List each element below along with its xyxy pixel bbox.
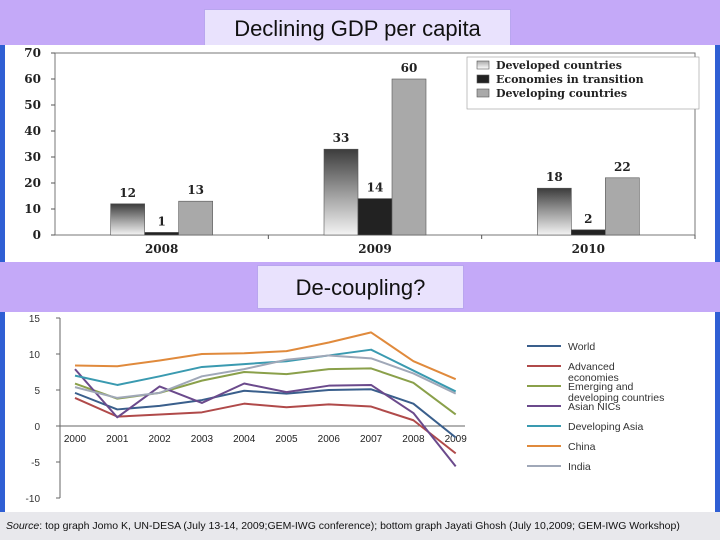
x-tick-label: 2002: [148, 434, 171, 445]
bar: [391, 78, 427, 236]
data-label: 60: [401, 61, 418, 75]
y-tick-label: 70: [24, 46, 41, 60]
y-tick-label: 50: [24, 98, 41, 112]
legend-label: Developing Asia: [568, 421, 643, 433]
series-line: [74, 348, 457, 393]
y-tick-label: 40: [24, 124, 41, 138]
legend-box: [466, 56, 700, 110]
y-tick-label: -5: [31, 458, 40, 469]
data-label: 12: [119, 186, 136, 200]
legend-label: Economies in transition: [496, 73, 644, 86]
line-chart: 15 10 5 0 -5 -10 2000 2001 2002 2003 2004 2005 2006 2…: [26, 314, 665, 505]
data-label: 18: [546, 170, 563, 184]
legend-label: Advanced economies: [568, 361, 619, 384]
bar: [357, 198, 393, 236]
x-tick-label: 2009: [445, 434, 468, 445]
x-tick-label: 2008: [145, 242, 178, 256]
series-line: [74, 354, 457, 399]
x-tick-label: 2008: [402, 434, 425, 445]
x-tick-label: 2006: [318, 434, 341, 445]
y-tick-label: 30: [24, 150, 41, 164]
data-label: 14: [367, 181, 384, 195]
x-tick-label: 2007: [360, 434, 383, 445]
data-label: 33: [333, 131, 350, 145]
title-box-top: Declining GDP per capita: [205, 10, 510, 46]
title-box-bottom: De-coupling?: [258, 266, 463, 308]
y-tick-label: 0: [33, 228, 41, 242]
source-text: : top graph Jomo K, UN-DESA (July 13-14,…: [39, 520, 680, 532]
x-tick-label: 2005: [275, 434, 298, 445]
legend-label: Asian NICs: [568, 401, 621, 413]
series-line: [74, 368, 457, 467]
bar: [110, 203, 145, 236]
series-line: [74, 388, 457, 439]
source-label: Source: [6, 520, 40, 532]
bar: [571, 229, 606, 236]
y-tick-label: -10: [26, 494, 41, 505]
slide-title-bottom: De-coupling?: [295, 275, 426, 300]
legend-label: China: [568, 441, 596, 453]
y-tick-label: 5: [34, 386, 40, 397]
legend-label: Developed countries: [496, 59, 622, 72]
y-tick-label: 0: [34, 422, 40, 433]
bar: [537, 187, 572, 236]
bar: [605, 177, 640, 236]
series-line: [74, 331, 457, 381]
bar-chart-panel: 0 10 20 30 40 50 60 70 2008 12 1 13 2009 33 14 60 2010 18…: [5, 45, 715, 263]
x-tick-label: 2000: [64, 434, 87, 445]
bar: [323, 148, 359, 236]
x-tick-label: 2004: [233, 434, 256, 445]
x-tick-label: 2010: [572, 242, 605, 256]
data-label: 1: [157, 214, 165, 228]
legend-swatch: [476, 74, 490, 84]
source-footnote: Source: top graph Jomo K, UN-DESA (July …: [0, 512, 720, 540]
y-tick-label: 20: [24, 176, 41, 190]
bar-chart: 0 10 20 30 40 50 60 70 2008 12 1 13 2009 33 14 60 2010 18…: [24, 46, 700, 256]
y-tick-label: 15: [29, 314, 41, 325]
legend-label: World: [568, 341, 595, 353]
legend-label: Developing countries: [496, 87, 627, 100]
data-label: 13: [187, 183, 204, 197]
x-tick-label: 2003: [191, 434, 214, 445]
line-chart-panel: 15 10 5 0 -5 -10 2000 2001 2002 2003 2004 2005 2006 2…: [5, 312, 715, 512]
y-tick-label: 60: [24, 72, 41, 86]
legend-label: Emerging and developing countries: [568, 381, 664, 404]
legend-swatch: [476, 60, 490, 70]
data-label: 22: [614, 160, 631, 174]
y-tick-label: 10: [29, 350, 41, 361]
bar: [144, 232, 179, 236]
slide-title-top: Declining GDP per capita: [234, 16, 481, 41]
y-tick-label: 10: [24, 202, 41, 216]
x-tick-label: 2001: [106, 434, 129, 445]
series-line: [74, 397, 457, 455]
bar: [178, 200, 213, 236]
legend-label: India: [568, 461, 591, 473]
legend-swatch: [476, 88, 490, 98]
x-tick-label: 2009: [358, 242, 391, 256]
data-label: 2: [584, 212, 592, 226]
